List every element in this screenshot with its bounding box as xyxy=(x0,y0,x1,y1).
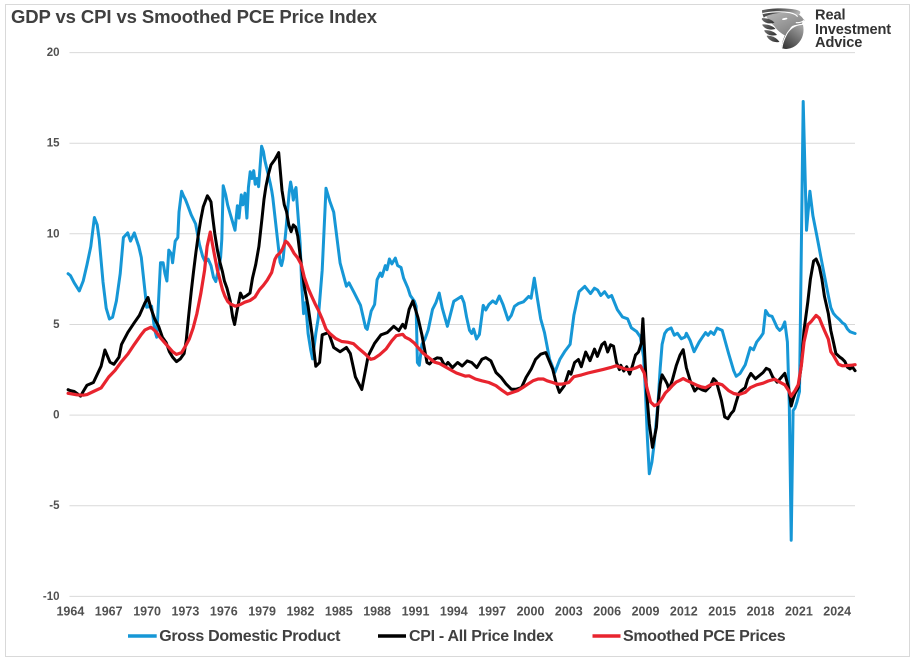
svg-text:Gross Domestic Product: Gross Domestic Product xyxy=(159,628,341,645)
svg-text:1964: 1964 xyxy=(56,605,84,619)
svg-text:2006: 2006 xyxy=(593,605,621,619)
svg-text:2015: 2015 xyxy=(708,605,736,619)
svg-text:5: 5 xyxy=(53,319,60,331)
svg-text:2018: 2018 xyxy=(747,605,775,619)
svg-text:1985: 1985 xyxy=(325,605,353,619)
svg-text:1988: 1988 xyxy=(363,605,391,619)
svg-text:1994: 1994 xyxy=(440,605,468,619)
svg-text:10: 10 xyxy=(47,228,60,240)
svg-text:GDP vs CPI vs Smoothed PCE Pri: GDP vs CPI vs Smoothed PCE Price Index xyxy=(11,6,378,27)
svg-text:1976: 1976 xyxy=(210,605,238,619)
svg-text:2009: 2009 xyxy=(632,605,660,619)
svg-text:20: 20 xyxy=(47,47,60,59)
svg-text:1991: 1991 xyxy=(402,605,430,619)
svg-text:2021: 2021 xyxy=(785,605,813,619)
svg-text:1997: 1997 xyxy=(478,605,506,619)
svg-text:0: 0 xyxy=(53,410,59,422)
svg-text:1979: 1979 xyxy=(248,605,276,619)
svg-text:2012: 2012 xyxy=(670,605,698,619)
svg-text:2024: 2024 xyxy=(823,605,851,619)
svg-text:-5: -5 xyxy=(49,500,60,512)
svg-text:1973: 1973 xyxy=(171,605,199,619)
svg-text:15: 15 xyxy=(47,138,60,150)
svg-text:-10: -10 xyxy=(43,591,60,603)
svg-text:1970: 1970 xyxy=(133,605,161,619)
svg-text:CPI - All Price Index: CPI - All Price Index xyxy=(409,628,554,645)
svg-text:Investment: Investment xyxy=(815,22,891,38)
svg-text:Advice: Advice xyxy=(815,35,862,51)
svg-text:1967: 1967 xyxy=(95,605,123,619)
svg-text:1982: 1982 xyxy=(286,605,314,619)
svg-text:Smoothed PCE Prices: Smoothed PCE Prices xyxy=(623,628,786,645)
svg-text:2000: 2000 xyxy=(517,605,545,619)
svg-text:2003: 2003 xyxy=(555,605,583,619)
svg-text:Real: Real xyxy=(815,7,845,23)
